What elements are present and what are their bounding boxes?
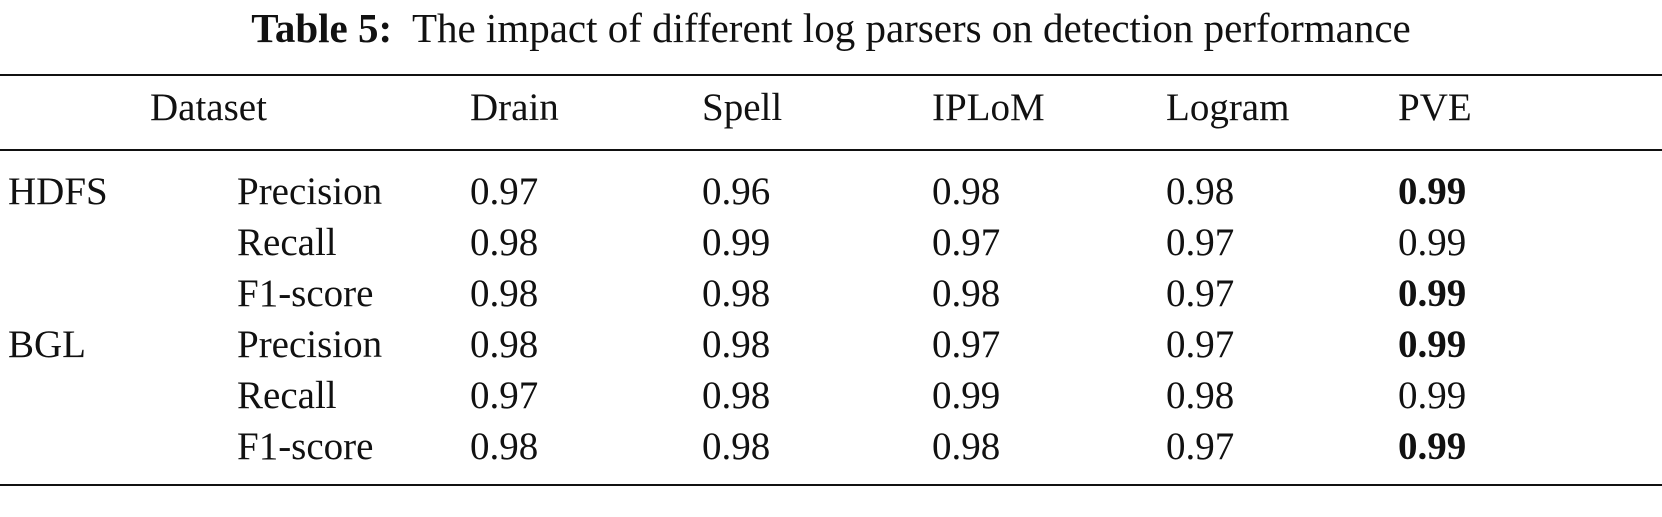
metric-label: Recall	[237, 374, 337, 417]
header-cell: IPLoM	[932, 86, 1045, 129]
metric-label: Precision	[237, 323, 383, 366]
cell: 0.98	[1166, 170, 1235, 213]
caption-text: The impact of different log parsers on d…	[411, 5, 1411, 51]
cell: 0.98	[932, 272, 1001, 315]
cell: 0.98	[702, 374, 771, 417]
cell: 0.97	[1166, 323, 1235, 366]
cell: 0.98	[702, 323, 771, 366]
cell: 0.97	[470, 170, 539, 213]
cell: 0.98	[470, 272, 539, 315]
caption-label: Table 5:	[251, 5, 393, 51]
metric-label: F1-score	[237, 425, 374, 468]
cell: 0.99	[1398, 425, 1467, 468]
cell: 0.98	[1166, 374, 1235, 417]
cell: 0.98	[932, 425, 1001, 468]
cell: 0.99	[1398, 323, 1467, 366]
cell: 0.98	[470, 221, 539, 264]
metric-label: Recall	[237, 221, 337, 264]
cell: 0.96	[702, 170, 771, 213]
cell: 0.97	[1166, 272, 1235, 315]
caption: Table 5: The impact of different log par…	[0, 4, 1662, 52]
cell: 0.98	[932, 170, 1001, 213]
top-rule	[0, 74, 1662, 76]
cell: 0.98	[702, 272, 771, 315]
cell: 0.99	[1398, 272, 1467, 315]
metric-label: Precision	[237, 170, 383, 213]
cell: 0.97	[1166, 221, 1235, 264]
header-cell: Logram	[1166, 86, 1290, 129]
cell: 0.99	[1398, 170, 1467, 213]
cell: 0.97	[932, 323, 1001, 366]
dataset-label: HDFS	[8, 170, 108, 213]
cell: 0.97	[932, 221, 1001, 264]
cell: 0.98	[470, 425, 539, 468]
header-cell: Drain	[470, 86, 559, 129]
cell: 0.97	[470, 374, 539, 417]
cell: 0.98	[470, 323, 539, 366]
cell: 0.99	[1398, 374, 1467, 417]
header-cell: PVE	[1398, 86, 1472, 129]
cell: 0.97	[1166, 425, 1235, 468]
bottom-rule	[0, 484, 1662, 486]
header-cell: Dataset	[150, 86, 267, 129]
cell: 0.99	[932, 374, 1001, 417]
cell: 0.99	[702, 221, 771, 264]
header-cell: Spell	[702, 86, 783, 129]
dataset-label: BGL	[8, 323, 86, 366]
mid-rule	[0, 149, 1662, 151]
cell: 0.99	[1398, 221, 1467, 264]
metric-label: F1-score	[237, 272, 374, 315]
cell: 0.98	[702, 425, 771, 468]
